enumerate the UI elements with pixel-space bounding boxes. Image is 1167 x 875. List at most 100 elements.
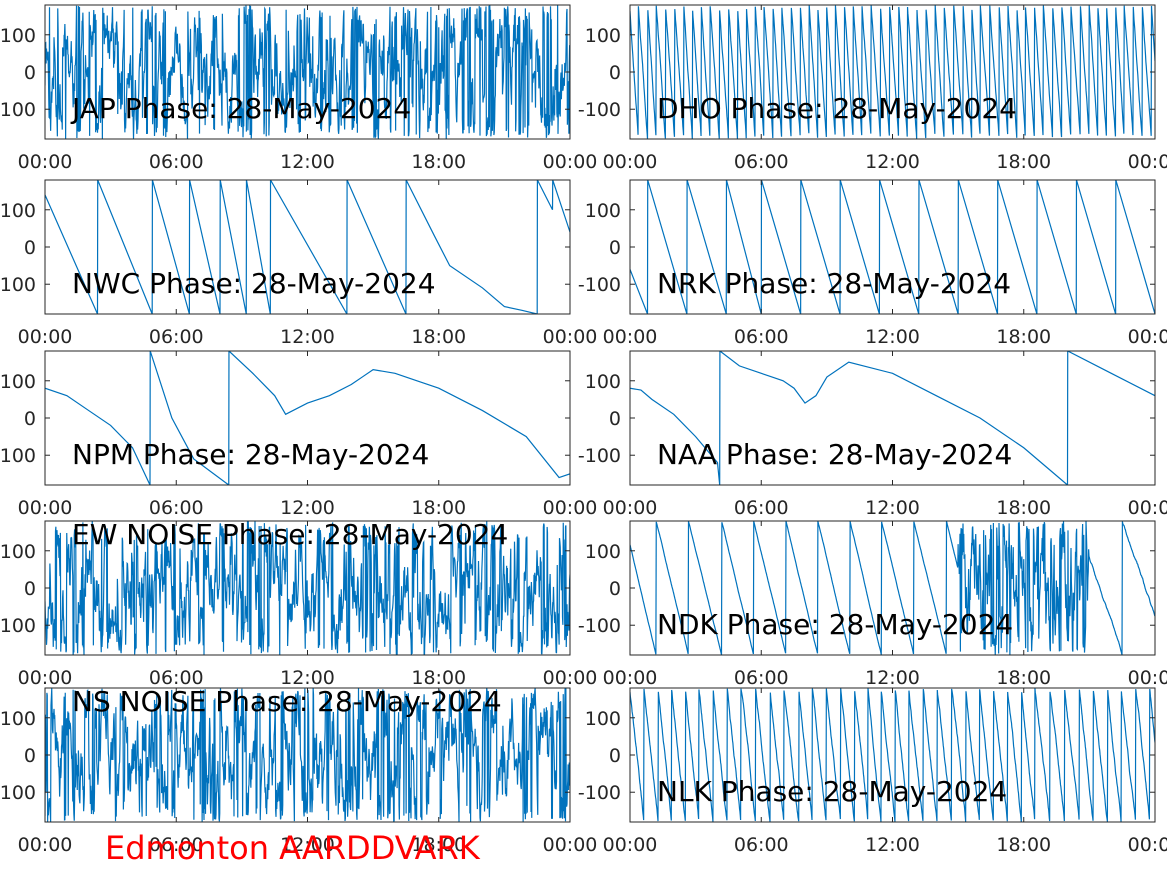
x-tick-label: 06:00 <box>734 151 789 173</box>
y-tick-label: 0 <box>24 237 36 259</box>
chart-panel-7: 00:00 06:00 12:00 18:00 00:00 100 0 -100 NDK Pha… <box>578 520 1167 689</box>
series-line <box>630 351 1155 485</box>
y-tick-label: 100 <box>0 25 36 47</box>
x-tick-label: 06:00 <box>149 151 204 173</box>
x-tick-label: 00:00 <box>543 497 598 519</box>
panel-title: NPM Phase: 28-May-2024 <box>72 438 429 471</box>
x-tick-label: 00:00 <box>18 667 73 689</box>
x-tick-label: 18:00 <box>996 497 1051 519</box>
x-tick-label: 06:00 <box>734 834 789 856</box>
x-tick-label: 00:00 <box>543 326 598 348</box>
y-tick-label: 0 <box>24 578 36 600</box>
x-tick-label: 00:00 <box>18 326 73 348</box>
x-tick-label: 00:00 <box>1128 151 1167 173</box>
y-tick-label: -100 <box>578 445 621 467</box>
y-tick-label: 100 <box>0 708 36 730</box>
y-tick-label: 100 <box>0 541 36 563</box>
x-tick-label: 18:00 <box>996 834 1051 856</box>
x-tick-label: 18:00 <box>996 151 1051 173</box>
y-tick-label: 100 <box>585 25 621 47</box>
series-line <box>45 688 570 822</box>
x-tick-label: 06:00 <box>149 667 204 689</box>
panel-title: NWC Phase: 28-May-2024 <box>72 267 436 300</box>
x-tick-label: 18:00 <box>411 834 466 856</box>
x-tick-label: 00:00 <box>18 834 73 856</box>
y-tick-label: 100 <box>585 371 621 393</box>
y-tick-label: 100 <box>585 200 621 222</box>
series-line <box>630 5 1155 139</box>
chart-panel-6: 00:00 06:00 12:00 18:00 00:00 100 0 -100 EW NOIS… <box>0 518 597 689</box>
x-tick-label: 12:00 <box>865 326 920 348</box>
x-tick-label: 00:00 <box>543 834 598 856</box>
series-line <box>45 180 570 314</box>
x-tick-label: 12:00 <box>865 497 920 519</box>
x-tick-label: 00:00 <box>603 834 658 856</box>
x-tick-label: 18:00 <box>411 667 466 689</box>
panel-title: NS NOISE Phase: 28-May-2024 <box>72 685 502 718</box>
x-tick-label: 06:00 <box>149 497 204 519</box>
x-tick-label: 18:00 <box>411 497 466 519</box>
y-tick-label: 0 <box>24 62 36 84</box>
x-tick-label: 12:00 <box>865 834 920 856</box>
x-tick-label: 12:00 <box>280 497 335 519</box>
x-tick-label: 00:00 <box>18 497 73 519</box>
chart-panel-3: 00:00 06:00 12:00 18:00 00:00 100 0 -100 NRK Pha… <box>578 179 1167 348</box>
chart-panel-0: 00:00 06:00 12:00 18:00 00:00 100 0 -100 JAP Pha… <box>0 4 597 173</box>
panel-title: NLK Phase: 28-May-2024 <box>657 775 1007 808</box>
chart-panel-4: 00:00 06:00 12:00 18:00 00:00 100 0 -100 NPM Pha… <box>0 350 598 519</box>
y-tick-label: -100 <box>0 99 36 121</box>
chart-panel-5: 00:00 06:00 12:00 18:00 00:00 100 0 -100 NAA Pha… <box>578 350 1167 519</box>
panel-title: NAA Phase: 28-May-2024 <box>657 438 1012 471</box>
x-tick-label: 18:00 <box>411 151 466 173</box>
x-tick-label: 00:00 <box>603 151 658 173</box>
series-line <box>45 5 570 139</box>
x-tick-label: 18:00 <box>996 667 1051 689</box>
y-tick-label: -100 <box>578 782 621 804</box>
x-tick-label: 06:00 <box>734 667 789 689</box>
x-tick-label: 00:00 <box>1128 667 1167 689</box>
y-tick-label: 0 <box>609 745 621 767</box>
x-tick-label: 12:00 <box>865 667 920 689</box>
series-line <box>45 521 570 655</box>
y-tick-label: 100 <box>0 200 36 222</box>
x-tick-label: 12:00 <box>280 834 335 856</box>
panel-title: DHO Phase: 28-May-2024 <box>657 92 1017 125</box>
y-tick-label: 0 <box>609 578 621 600</box>
series-line <box>630 180 1155 314</box>
y-tick-label: 100 <box>585 541 621 563</box>
y-tick-label: -100 <box>0 615 36 637</box>
x-tick-label: 12:00 <box>865 151 920 173</box>
x-tick-label: 00:00 <box>603 497 658 519</box>
x-tick-label: 18:00 <box>996 326 1051 348</box>
x-tick-label: 00:00 <box>603 326 658 348</box>
x-tick-label: 12:00 <box>280 667 335 689</box>
x-tick-label: 06:00 <box>734 326 789 348</box>
y-tick-label: 0 <box>609 237 621 259</box>
y-tick-label: -100 <box>578 274 621 296</box>
x-tick-label: 06:00 <box>149 834 204 856</box>
x-tick-label: 00:00 <box>603 667 658 689</box>
x-tick-label: 12:00 <box>280 151 335 173</box>
y-tick-label: 0 <box>609 62 621 84</box>
y-tick-label: -100 <box>578 99 621 121</box>
y-tick-label: -100 <box>0 274 36 296</box>
y-tick-label: -100 <box>0 782 36 804</box>
y-tick-label: 100 <box>0 371 36 393</box>
y-tick-label: 0 <box>24 745 36 767</box>
panel-title: EW NOISE Phase: 28-May-2024 <box>72 518 508 551</box>
x-tick-label: 00:00 <box>1128 326 1167 348</box>
y-tick-label: 100 <box>585 708 621 730</box>
series-line <box>630 688 1155 822</box>
y-tick-label: 0 <box>24 408 36 430</box>
chart-panel-9: 00:00 06:00 12:00 18:00 00:00 100 0 -100 NLK Pha… <box>578 687 1167 856</box>
y-tick-label: 0 <box>609 408 621 430</box>
panels: 00:00 06:00 12:00 18:00 00:00 100 0 -100 JAP Pha… <box>0 4 1167 856</box>
y-tick-label: -100 <box>578 615 621 637</box>
x-tick-label: 00:00 <box>18 151 73 173</box>
x-tick-label: 00:00 <box>543 667 598 689</box>
x-tick-label: 12:00 <box>280 326 335 348</box>
chart-panel-2: 00:00 06:00 12:00 18:00 00:00 100 0 -100 NWC Pha… <box>0 179 598 348</box>
series-line <box>630 521 1155 655</box>
